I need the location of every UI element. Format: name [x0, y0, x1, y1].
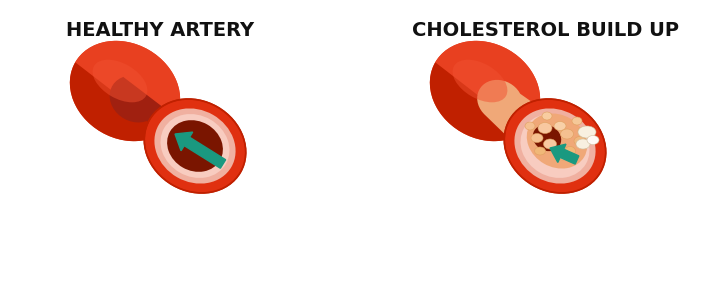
Ellipse shape — [167, 120, 223, 172]
Polygon shape — [435, 41, 606, 172]
Ellipse shape — [521, 114, 590, 178]
Ellipse shape — [525, 122, 535, 130]
Ellipse shape — [531, 133, 543, 143]
Ellipse shape — [554, 121, 566, 130]
Polygon shape — [110, 77, 208, 172]
Ellipse shape — [515, 108, 596, 184]
Ellipse shape — [542, 112, 552, 120]
Polygon shape — [430, 62, 601, 193]
Ellipse shape — [154, 108, 236, 184]
FancyArrow shape — [175, 132, 226, 168]
Ellipse shape — [92, 60, 147, 102]
Text: CHOLESTEROL BUILD UP: CHOLESTEROL BUILD UP — [411, 21, 678, 40]
Ellipse shape — [544, 139, 556, 149]
Text: HEALTHY ARTERY: HEALTHY ARTERY — [66, 21, 254, 40]
Ellipse shape — [160, 114, 229, 178]
Ellipse shape — [587, 136, 599, 144]
Ellipse shape — [533, 125, 561, 151]
Ellipse shape — [576, 139, 590, 149]
Polygon shape — [70, 62, 240, 193]
Polygon shape — [75, 41, 246, 172]
Ellipse shape — [574, 136, 586, 145]
Ellipse shape — [578, 127, 588, 135]
Ellipse shape — [561, 129, 574, 139]
Ellipse shape — [430, 41, 540, 141]
Ellipse shape — [578, 126, 596, 138]
Ellipse shape — [534, 147, 545, 155]
Ellipse shape — [527, 114, 587, 169]
Ellipse shape — [538, 122, 552, 133]
Ellipse shape — [572, 117, 582, 125]
Ellipse shape — [70, 41, 180, 141]
Ellipse shape — [144, 99, 246, 193]
Ellipse shape — [558, 152, 569, 160]
Ellipse shape — [453, 60, 507, 102]
Polygon shape — [478, 80, 582, 162]
Ellipse shape — [505, 99, 606, 193]
FancyArrow shape — [550, 144, 579, 164]
Ellipse shape — [564, 147, 576, 155]
